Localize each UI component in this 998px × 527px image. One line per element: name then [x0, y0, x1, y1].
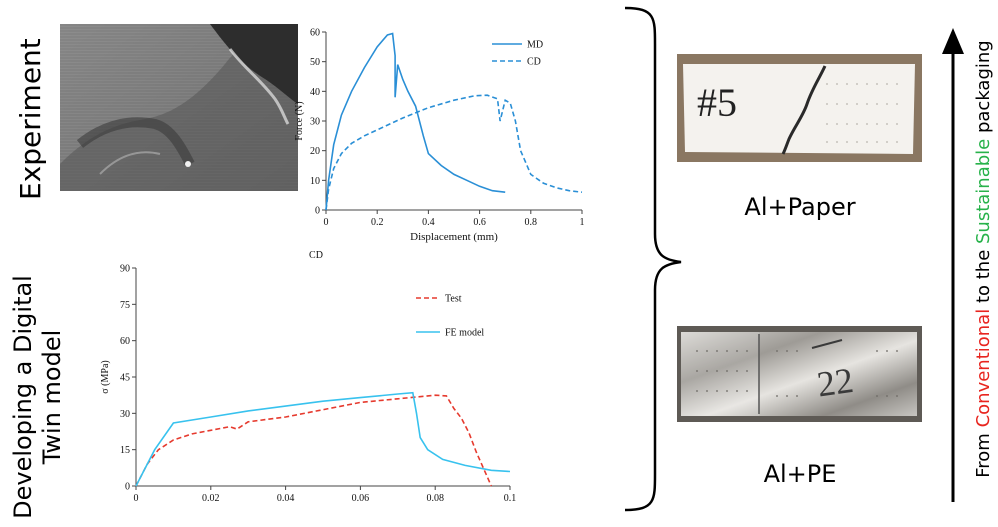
x-axis-label: ε — [321, 507, 326, 510]
experiment-label-text: Experiment — [14, 38, 47, 200]
al-pe-sample-photo: 22 — [677, 326, 922, 422]
al-paper-label: Al+Paper — [744, 193, 856, 221]
y-tick-label: 40 — [310, 87, 320, 98]
y-tick-label: 30 — [120, 409, 130, 420]
series-test-line — [135, 394, 493, 487]
x-tick-label: 0 — [324, 217, 329, 228]
digital-twin-label-text: Developing a Digital Twin model — [9, 275, 66, 519]
x-tick-label: 0.04 — [277, 493, 295, 504]
x-tick-label: 0.8 — [525, 217, 538, 228]
x-axis-label: Displacement (mm) — [410, 231, 498, 243]
curly-brace — [624, 6, 682, 512]
legend-label: CD — [527, 57, 541, 68]
y-tick-label: 10 — [310, 176, 320, 187]
x-tick-label: 0.02 — [202, 493, 220, 504]
sample2-mark: 22 — [815, 360, 856, 405]
y-tick-label: 60 — [120, 336, 130, 347]
experiment-label: Experiment — [14, 38, 48, 200]
micrograph-image — [60, 24, 298, 191]
progress-arrow — [942, 28, 964, 502]
y-tick-label: 15 — [120, 445, 130, 456]
statement-sustainable: Sustainable — [973, 138, 994, 244]
al-pe-label: Al+PE — [763, 460, 837, 488]
series-md-line — [325, 32, 506, 211]
statement-end: packaging — [973, 40, 994, 139]
y-tick-label: 30 — [310, 117, 320, 128]
x-tick-label: 0.6 — [473, 217, 486, 228]
al-paper-sample-photo: #5 — [677, 54, 922, 162]
series-cd-line — [325, 94, 583, 211]
y-tick-label: 60 — [310, 28, 320, 39]
y-tick-label: 0 — [125, 482, 130, 493]
y-axis-label: σ (MPa) — [100, 360, 111, 393]
y-tick-label: 45 — [120, 373, 130, 384]
x-tick-label: 0.4 — [422, 217, 435, 228]
x-tick-label: 0 — [134, 493, 139, 504]
legend-label: FE model — [445, 328, 484, 339]
statement-conventional: Conventional — [973, 308, 994, 428]
y-tick-label: 75 — [120, 300, 130, 311]
digital-twin-label: Developing a Digital Twin model — [9, 267, 79, 527]
y-axis-label: Force (N) — [294, 101, 305, 140]
sustainability-statement: From Conventional to the Sustainable pac… — [973, 0, 998, 519]
y-tick-label: 90 — [120, 264, 130, 275]
force-displacement-chart: 0 0.2 0.4 0.6 0.8 10102030405060Displacement … — [294, 28, 585, 244]
chart-title: CD — [309, 250, 323, 261]
y-tick-label: 20 — [310, 146, 320, 157]
statement-to: to the — [973, 244, 994, 309]
x-tick-label: 0.06 — [352, 493, 370, 504]
legend-label: Test — [445, 294, 462, 305]
x-tick-label: 0.1 — [504, 493, 517, 504]
statement-from: From — [973, 427, 994, 478]
legend-label: MD — [527, 40, 543, 51]
y-tick-label: 50 — [310, 57, 320, 68]
x-tick-label: 0.08 — [426, 493, 444, 504]
sample1-mark: #5 — [697, 80, 737, 125]
series-fe-model-line — [135, 391, 511, 487]
x-tick-label: 1 — [580, 217, 585, 228]
y-tick-label: 0 — [315, 206, 320, 217]
x-tick-label: 0.2 — [371, 217, 384, 228]
stress-strain-chart: 0 0.02 0.04 0.06 0.08 0.1 0 15 30 45 60 75 90 ε σ (MPa… — [100, 250, 517, 510]
